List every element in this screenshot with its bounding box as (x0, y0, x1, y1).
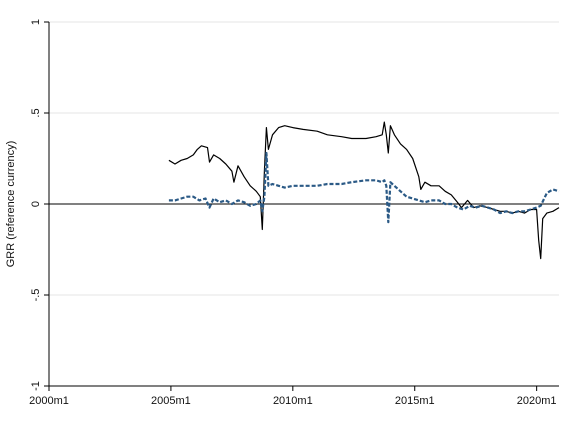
y-tick-label: 1 (30, 19, 42, 25)
series-line-dashed (168, 151, 560, 224)
x-tick-label: 2015m1 (395, 395, 435, 407)
x-tick-label: 2010m1 (273, 395, 313, 407)
y-tick-label: -1 (30, 381, 42, 391)
y-axis-title: GRR (reference currency) (5, 141, 17, 268)
y-tick-label: .5 (30, 108, 42, 117)
tick-labels: 1 .5 0 -.5 -1 2000m1 2005m1 2010m1 2015m1 2020m1 (29, 19, 556, 407)
y-tick-label: -.5 (30, 289, 42, 302)
y-tick-label: 0 (30, 201, 42, 207)
x-tick-label: 2000m1 (29, 395, 69, 407)
series-lines (168, 121, 560, 260)
x-tick-label: 2020m1 (517, 395, 557, 407)
series-line-solid (168, 121, 560, 260)
x-tick-label: 2005m1 (151, 395, 191, 407)
axes (44, 21, 559, 391)
